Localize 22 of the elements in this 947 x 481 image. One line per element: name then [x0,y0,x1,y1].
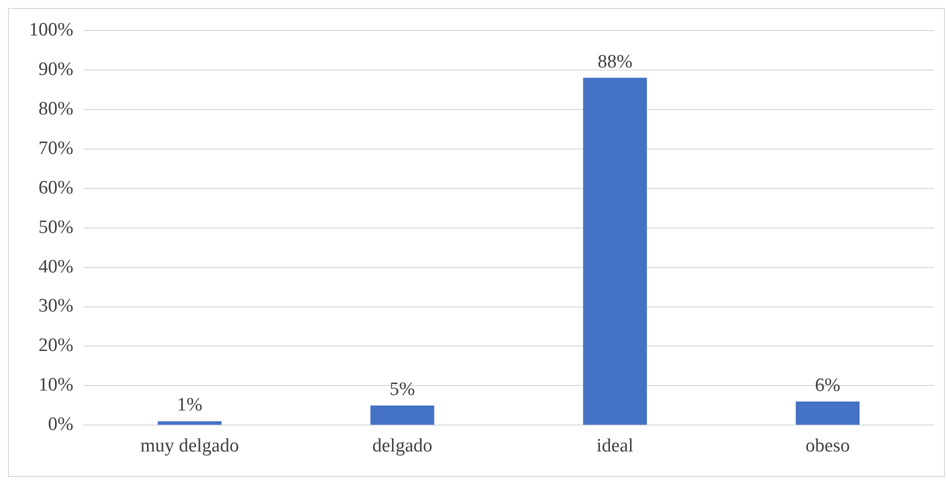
y-tick-label: 80% [38,98,74,120]
bar [796,402,860,425]
y-tick-label: 100% [29,19,74,40]
y-tick-label: 60% [38,177,74,198]
y-tick-label: 70% [38,138,74,159]
y-tick-label: 90% [38,58,74,80]
data-label: 6% [815,374,840,396]
x-tick-label: obeso [806,436,850,457]
y-tick-label: 20% [38,335,74,356]
y-tick-label: 30% [38,296,74,317]
y-tick-label: 0% [48,414,74,436]
data-label: 5% [390,378,416,400]
x-tick-label: delgado [372,436,432,457]
y-tick-label: 10% [38,374,74,396]
x-tick-label: ideal [596,436,634,457]
y-tick-label: 40% [38,256,74,278]
data-label: 1% [176,394,202,416]
x-tick-label: muy delgado [140,436,240,457]
data-label: 88% [598,51,633,72]
y-tick-label: 50% [38,216,74,238]
bar [370,405,434,425]
bar [583,78,647,425]
